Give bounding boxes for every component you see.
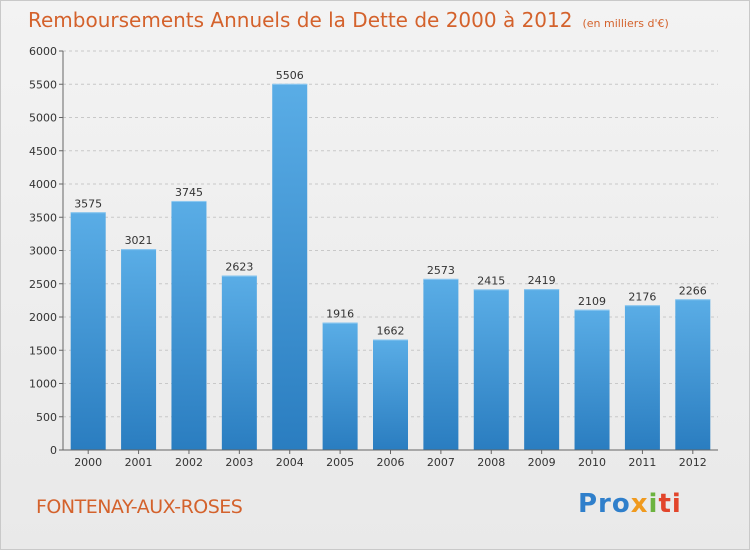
y-tick-label: 4000 xyxy=(29,178,57,191)
y-tick-label: 500 xyxy=(36,411,57,424)
y-tick-label: 1500 xyxy=(29,344,57,357)
bar-2001 xyxy=(121,249,157,450)
data-label-2007: 2573 xyxy=(427,264,455,277)
x-tick-label-2010: 2010 xyxy=(578,456,606,469)
y-tick-label: 1000 xyxy=(29,378,57,391)
x-tick-label-2004: 2004 xyxy=(276,456,304,469)
bar-2000 xyxy=(70,212,106,450)
commune-name: FONTENAY-AUX-ROSES xyxy=(36,496,243,518)
bar-2010 xyxy=(574,309,610,450)
bar-2003 xyxy=(221,275,257,450)
y-tick-label: 3000 xyxy=(29,245,57,258)
chart-title-text: Remboursements Annuels de la Dette de 20… xyxy=(28,8,573,32)
data-label-2008: 2415 xyxy=(477,274,505,287)
bar-2002 xyxy=(171,200,207,450)
bar-2007 xyxy=(423,278,459,450)
bar-2011 xyxy=(624,305,660,450)
y-tick-label: 2500 xyxy=(29,278,57,291)
unit-note: (en milliers d'€) xyxy=(582,17,669,30)
x-tick-label-2007: 2007 xyxy=(427,456,455,469)
bar-2012 xyxy=(675,299,711,450)
data-label-2011: 2176 xyxy=(628,290,656,303)
x-tick-label-2002: 2002 xyxy=(175,456,203,469)
x-tick-label-2008: 2008 xyxy=(477,456,505,469)
x-tick-label-2012: 2012 xyxy=(679,456,707,469)
y-tick-label: 3500 xyxy=(29,211,57,224)
data-label-2001: 3021 xyxy=(125,234,153,247)
chart-title: Remboursements Annuels de la Dette de 20… xyxy=(28,8,669,32)
y-tick-label: 2000 xyxy=(29,311,57,324)
bar-2006 xyxy=(373,339,408,450)
x-tick-label-2011: 2011 xyxy=(628,456,656,469)
x-tick-label-2003: 2003 xyxy=(225,456,253,469)
data-label-2006: 1662 xyxy=(377,324,405,337)
bar-2005 xyxy=(322,322,358,450)
data-label-2003: 2623 xyxy=(225,261,253,274)
y-tick-label: 0 xyxy=(50,444,57,457)
y-tick-label: 6000 xyxy=(29,45,57,58)
data-label-2000: 3575 xyxy=(74,197,102,210)
proxiti-logo: Proxiti xyxy=(578,489,682,519)
x-tick-label-2009: 2009 xyxy=(528,456,556,469)
bar-2004 xyxy=(272,83,308,450)
data-label-2012: 2266 xyxy=(679,284,707,297)
data-label-2010: 2109 xyxy=(578,295,606,308)
y-tick-label: 5000 xyxy=(29,112,57,125)
data-label-2005: 1916 xyxy=(326,308,354,321)
bar-2008 xyxy=(473,289,509,450)
data-label-2002: 3745 xyxy=(175,186,203,199)
y-tick-label: 4500 xyxy=(29,145,57,158)
y-tick-label: 5500 xyxy=(29,78,57,91)
x-tick-label-2006: 2006 xyxy=(377,456,405,469)
data-label-2009: 2419 xyxy=(528,274,556,287)
bar-2009 xyxy=(524,289,560,450)
x-tick-label-2000: 2000 xyxy=(74,456,102,469)
data-label-2004: 5506 xyxy=(276,69,304,82)
x-tick-label-2001: 2001 xyxy=(125,456,153,469)
x-tick-label-2005: 2005 xyxy=(326,456,354,469)
